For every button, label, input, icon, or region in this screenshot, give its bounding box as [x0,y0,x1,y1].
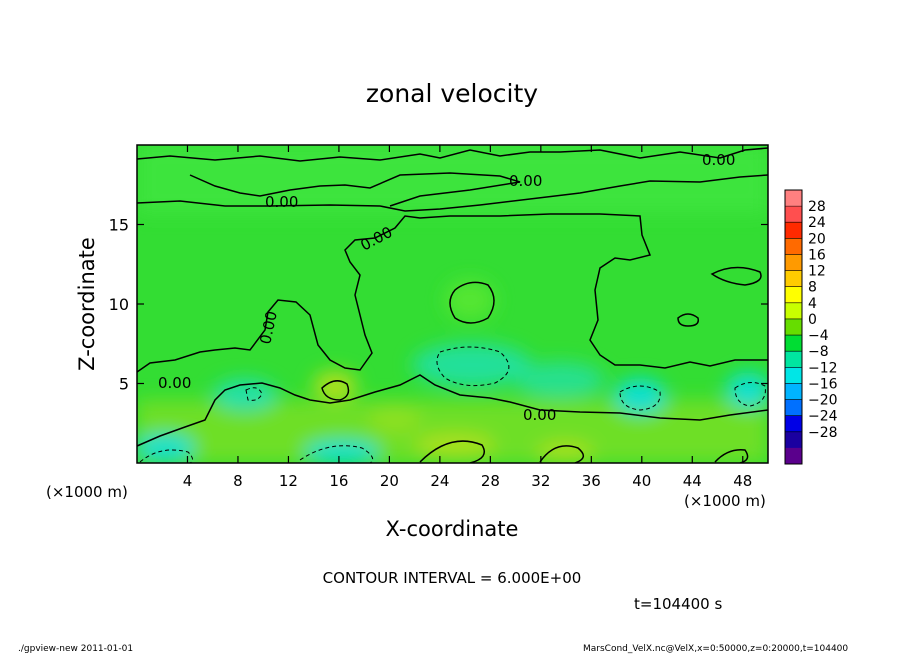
colorbar-segment [785,190,802,207]
colorbar-segment [785,383,802,400]
contour-loop-x16 [321,380,350,401]
colorbar-segment [785,222,802,239]
neg-contour-2 [619,385,661,411]
x-tick-label: 8 [233,472,243,490]
contour-loop-x43 [677,313,700,327]
colorbar-segment [785,238,802,255]
plot-area: 0.00 0.00 0.00 0.00 0.00 0.00 0.00 [137,145,768,463]
contour-label: 0.00 [158,374,191,392]
colorbar-label: 16 [808,247,826,263]
contour-label: 0.00 [523,406,556,424]
contour-loop-bottom-3 [714,449,749,463]
neg-contour-4 [299,445,374,463]
colorbar-label: −20 [808,393,838,409]
x-tick-label: 28 [481,472,500,490]
colorbar-segment [785,286,802,304]
colorbar-segment [785,318,802,336]
colorbar-label: 0 [808,312,817,328]
x-tick-label: 32 [531,472,550,490]
x-tick-label: 4 [183,472,193,490]
y-axis-title: Z-coordinate [75,237,99,371]
colorbar-segment [785,415,802,433]
contour-loop-x27 [449,281,495,324]
colorbar-segment [785,302,802,320]
x-tick-label: 48 [733,472,752,490]
neg-contour-5 [139,449,194,463]
colorbar-segment [785,206,802,223]
colorbar-label: −16 [808,376,838,392]
y-tick-label: 5 [119,375,129,394]
x-tick-label: 12 [279,472,298,490]
colorbar-label: −28 [808,425,838,441]
colorbar-segment [785,399,802,416]
x-tick-label: 16 [329,472,348,490]
colorbar-segment [785,351,802,368]
contour-lines-negative [139,346,766,463]
colorbar-label: 12 [808,264,826,280]
colorbar-label: 28 [808,199,826,215]
colorbar-label: −4 [808,328,829,344]
colorbar-segment [785,254,802,271]
contour-loop-bottom-2 [539,445,584,463]
colorbar-segment [785,447,802,465]
contour-loop-x44 [710,266,762,286]
x-unit-label-left: (×1000 m) [46,483,128,501]
x-tick-label: 40 [632,472,651,490]
contour-label: 0.00 [265,193,298,211]
footer-left: ./gpview-new 2011-01-01 [18,644,133,654]
contour-label: 0.00 [509,172,542,190]
colorbar-segment [785,431,802,449]
y-axis: 5 10 15 [109,216,768,394]
y-tick-label: 15 [109,216,129,235]
colorbar-segment [785,367,802,384]
time-label: t=104400 s [634,595,722,613]
y-tick-label: 10 [109,295,129,314]
footer-right: MarsCond_VelX.nc@VelX,x=0:50000,z=0:2000… [583,644,848,654]
contour-loop-bottom-1 [419,440,485,463]
colorbar-label: 8 [808,280,817,296]
contour-upper-band [137,174,768,212]
colorbar-segment [785,270,802,288]
colorbar-frame [784,189,803,465]
x-unit-label-right: (×1000 m) [684,492,766,510]
contour-labels: 0.00 0.00 0.00 0.00 0.00 0.00 0.00 [158,151,735,424]
contour-main [137,213,768,373]
contour-label: 0.00 [702,151,735,169]
x-tick-label: 24 [430,472,449,490]
colorbar-label: 4 [808,296,817,312]
neg-contour-1 [436,346,510,387]
contour-top [137,147,768,162]
colorbar-label: 20 [808,231,826,247]
contour-interval: CONTOUR INTERVAL = 6.000E+00 [323,569,582,587]
colorbar-label: −24 [808,409,838,425]
contour-lower [137,374,768,447]
colorbar-label: −12 [808,360,838,376]
x-axis: 4 8 12 16 20 24 28 32 36 40 44 48 [183,145,752,490]
colorbar-label: 24 [808,215,826,231]
x-tick-label: 20 [380,472,399,490]
contour-upper-loop [189,172,521,207]
x-tick-label: 44 [683,472,702,490]
contour-lines [137,147,768,463]
x-tick-label: 36 [582,472,601,490]
x-axis-title: X-coordinate [386,517,519,541]
colorbar-segment [785,335,802,352]
field-shading [137,145,768,463]
neg-contour-3 [734,382,766,407]
colorbar-label: −8 [808,344,829,360]
chart-title: zonal velocity [366,79,538,108]
